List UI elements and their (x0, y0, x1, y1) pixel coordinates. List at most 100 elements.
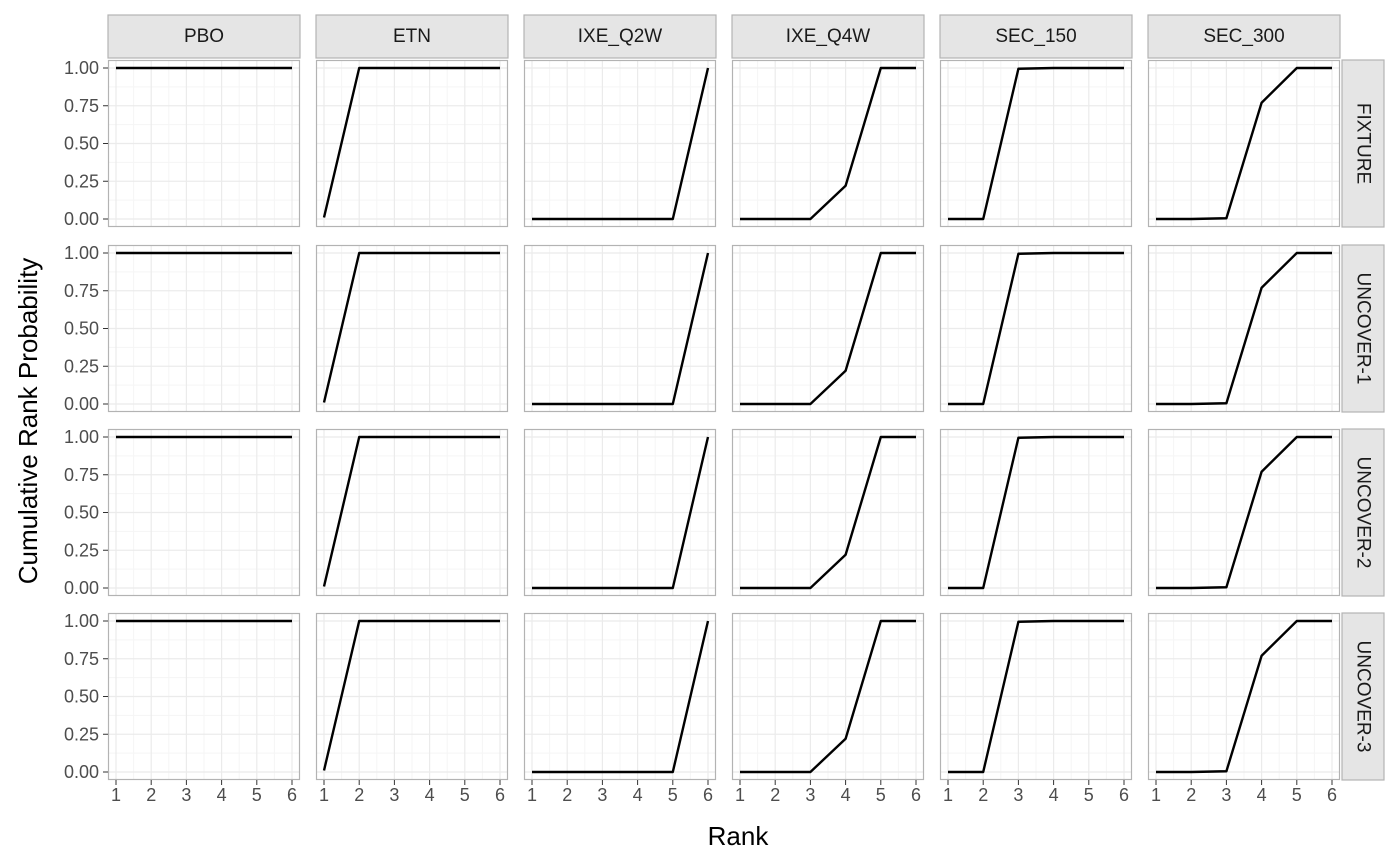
x-tick-label: 3 (805, 785, 815, 805)
x-tick-label: 2 (354, 785, 364, 805)
y-tick-label: 0.50 (64, 687, 99, 707)
x-tick-label: 6 (1119, 785, 1129, 805)
x-tick-label: 1 (1151, 785, 1161, 805)
y-tick-label: 1.00 (64, 611, 99, 631)
x-tick-label: 3 (389, 785, 399, 805)
x-tick-label: 1 (111, 785, 121, 805)
x-tick-label: 4 (425, 785, 435, 805)
column-strip-label: IXE_Q2W (578, 26, 663, 47)
panel-ETN-UNCOVER-2 (315, 428, 509, 597)
series-line-ETN-UNCOVER-2 (322, 435, 500, 587)
panel-border (315, 59, 509, 228)
series-line-SEC_150-UNCOVER-3 (948, 619, 1124, 774)
column-strip-ETN (315, 14, 509, 59)
x-tick-label: 2 (978, 785, 988, 805)
series-line-IXE_Q2W-UNCOVER-2 (532, 436, 710, 590)
column-strip-label: IXE_Q4W (786, 26, 871, 47)
x-tick-label: 6 (1327, 785, 1337, 805)
series-line-SEC_300-FIXTURE (1156, 66, 1332, 221)
y-tick-label: 0.25 (64, 356, 99, 376)
column-strip-label: PBO (184, 26, 224, 47)
panels-layer (107, 59, 1341, 781)
y-tick-label: 1.00 (64, 427, 99, 447)
panel-border (731, 244, 925, 413)
y-tick-label: 0.50 (64, 503, 99, 523)
y-tick-label: 0.25 (64, 724, 99, 744)
x-tick-label: 6 (495, 785, 505, 805)
panel-ETN-UNCOVER-3 (315, 612, 509, 781)
column-strip-label: ETN (393, 26, 431, 47)
x-tick-label: 5 (460, 785, 470, 805)
panel-ETN-UNCOVER-1 (315, 244, 509, 413)
y-tick-label: 0.75 (64, 281, 99, 301)
panel-border (315, 428, 509, 597)
row-strip-label: UNCOVER-2 (1353, 457, 1374, 569)
x-tick-label: 2 (562, 785, 572, 805)
y-tick-label: 1.00 (64, 243, 99, 263)
panel-border (523, 59, 717, 228)
x-tick-label: 4 (217, 785, 227, 805)
x-tick-label: 4 (633, 785, 643, 805)
panel-border (939, 244, 1133, 413)
column-strip-IXE_Q2W (523, 14, 717, 59)
panel-border (731, 59, 925, 228)
panel-border (107, 428, 301, 597)
x-tick-label: 1 (735, 785, 745, 805)
x-tick-label: 3 (1221, 785, 1231, 805)
panel-SEC_150-UNCOVER-3 (939, 612, 1133, 781)
row-strip-label: UNCOVER-3 (1353, 641, 1374, 753)
panel-border (731, 428, 925, 597)
series-line-IXE_Q2W-UNCOVER-1 (532, 252, 710, 406)
series-line-SEC_150-UNCOVER-1 (948, 251, 1124, 406)
panel-IXE_Q2W-UNCOVER-3 (523, 612, 717, 781)
panel-PBO-FIXTURE (107, 59, 301, 228)
y-tick-label: 0.00 (64, 209, 99, 229)
column-strip-label: SEC_150 (995, 26, 1076, 47)
y-tick-label: 0.00 (64, 394, 99, 414)
y-tick-label: 0.50 (64, 319, 99, 339)
x-tick-label: 5 (1084, 785, 1094, 805)
x-tick-label: 4 (841, 785, 851, 805)
row-strip-label: FIXTURE (1353, 103, 1374, 184)
series-line-ETN-UNCOVER-3 (322, 619, 500, 771)
panel-SEC_150-UNCOVER-1 (939, 244, 1133, 413)
y-tick-label: 0.50 (64, 134, 99, 154)
panel-border (523, 612, 717, 781)
row-strip-UNCOVER-2 (1341, 428, 1385, 597)
x-tick-label: 5 (1292, 785, 1302, 805)
series-line-IXE_Q4W-UNCOVER-2 (740, 435, 916, 590)
panel-border (1147, 428, 1341, 597)
row-strip-UNCOVER-1 (1341, 244, 1385, 413)
panel-border (523, 244, 717, 413)
panel-IXE_Q4W-UNCOVER-1 (731, 244, 925, 413)
x-tick-label: 1 (319, 785, 329, 805)
panel-SEC_300-FIXTURE (1147, 59, 1341, 228)
panel-border (939, 612, 1133, 781)
y-tick-label: 0.00 (64, 762, 99, 782)
y-tick-label: 0.00 (64, 578, 99, 598)
panel-PBO-UNCOVER-1 (107, 244, 301, 413)
strips-layer: FIXTURE UNCOVER-1 UNCOVER-2 UNCOVER-3 PBO ETN… (107, 14, 1385, 781)
panel-SEC_300-UNCOVER-3 (1147, 612, 1341, 781)
panel-border (107, 612, 301, 781)
row-strip-label: UNCOVER-1 (1353, 273, 1374, 385)
x-tick-label: 2 (770, 785, 780, 805)
y-tick-label: 0.25 (64, 540, 99, 560)
series-line-SEC_150-FIXTURE (948, 66, 1124, 221)
panel-IXE_Q2W-FIXTURE (523, 59, 717, 228)
x-tick-label: 5 (252, 785, 262, 805)
panel-SEC_150-UNCOVER-2 (939, 428, 1133, 597)
panel-border (107, 244, 301, 413)
x-tick-label: 2 (1186, 785, 1196, 805)
panel-border (315, 612, 509, 781)
panel-border (1147, 612, 1341, 781)
series-line-IXE_Q4W-UNCOVER-1 (740, 251, 916, 406)
panel-SEC_300-UNCOVER-2 (1147, 428, 1341, 597)
panel-IXE_Q4W-FIXTURE (731, 59, 925, 228)
column-strip-SEC_150 (939, 14, 1133, 59)
x-tick-label: 3 (181, 785, 191, 805)
x-tick-label: 6 (703, 785, 713, 805)
series-line-SEC_300-UNCOVER-3 (1156, 619, 1332, 774)
panel-border (939, 59, 1133, 228)
